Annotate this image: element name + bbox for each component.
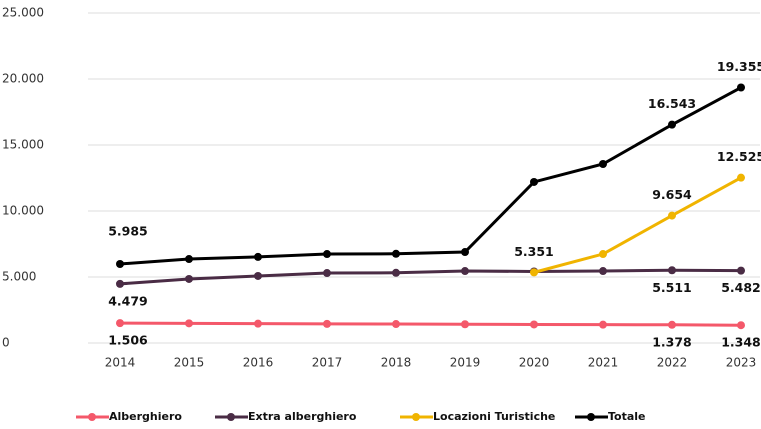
legend-marker	[227, 413, 235, 421]
data-point	[323, 250, 331, 259]
data-point	[116, 319, 124, 328]
data-point	[737, 321, 745, 330]
series-line	[533, 176, 742, 274]
data-point	[737, 173, 745, 182]
data-point	[599, 250, 607, 259]
data-point	[254, 319, 262, 328]
x-tick-label: 2023	[726, 356, 757, 370]
data-point	[254, 271, 262, 280]
data-point	[461, 320, 469, 329]
data-point	[599, 320, 607, 329]
series-line	[119, 86, 742, 266]
data-point	[737, 266, 745, 275]
data-label: 19.355	[717, 59, 761, 74]
data-label: 9.654	[652, 187, 692, 202]
series-line	[119, 268, 742, 286]
data-point	[254, 252, 262, 261]
data-label: 5.985	[108, 223, 148, 238]
x-tick-label: 2014	[105, 356, 136, 370]
legend-marker	[412, 413, 420, 421]
data-label: 4.479	[108, 293, 148, 308]
data-point	[392, 268, 400, 277]
data-point	[668, 320, 676, 329]
data-label: 12.525	[717, 149, 761, 164]
y-tick-label: 5.000	[2, 270, 36, 284]
data-point	[461, 248, 469, 257]
data-point	[392, 320, 400, 329]
x-tick-label: 2018	[381, 356, 412, 370]
data-label: 5.482	[721, 280, 761, 295]
legend-label: Totale	[608, 410, 646, 423]
legend-label: Locazioni Turistiche	[433, 410, 555, 423]
x-tick-label: 2020	[519, 356, 550, 370]
data-point	[668, 266, 676, 275]
legend-marker	[587, 413, 595, 421]
x-tick-label: 2015	[174, 356, 205, 370]
data-point	[116, 259, 124, 268]
data-point	[323, 269, 331, 278]
x-tick-label: 2017	[312, 356, 343, 370]
data-point	[392, 249, 400, 258]
y-tick-label: 0	[2, 336, 10, 350]
data-point	[530, 320, 538, 329]
data-label: 16.543	[648, 96, 696, 111]
data-label: 1.348	[721, 335, 761, 350]
data-label: 5.511	[652, 280, 692, 295]
data-point	[737, 83, 745, 92]
data-label: 5.351	[514, 244, 554, 259]
y-tick-label: 20.000	[2, 72, 44, 86]
data-point	[530, 177, 538, 186]
data-point	[668, 120, 676, 129]
x-tick-label: 2021	[588, 356, 619, 370]
legend-label: Alberghiero	[109, 410, 182, 423]
data-point	[323, 319, 331, 328]
data-label: 1.506	[108, 333, 148, 348]
x-tick-label: 2019	[450, 356, 481, 370]
data-point	[599, 267, 607, 276]
series-line	[119, 321, 742, 327]
x-tick-label: 2016	[243, 356, 274, 370]
data-label: 1.378	[652, 334, 692, 349]
data-point	[668, 211, 676, 220]
data-point	[116, 279, 124, 288]
data-point	[185, 274, 193, 283]
legend-label: Extra alberghiero	[248, 410, 357, 423]
data-point	[185, 319, 193, 328]
data-point	[461, 267, 469, 276]
data-point	[530, 268, 538, 277]
data-point	[185, 255, 193, 264]
y-tick-label: 15.000	[2, 138, 44, 152]
y-tick-label: 10.000	[2, 204, 44, 218]
x-tick-label: 2022	[657, 356, 688, 370]
legend-marker	[88, 413, 96, 421]
y-tick-label: 25.000	[2, 6, 44, 20]
data-point	[599, 160, 607, 169]
